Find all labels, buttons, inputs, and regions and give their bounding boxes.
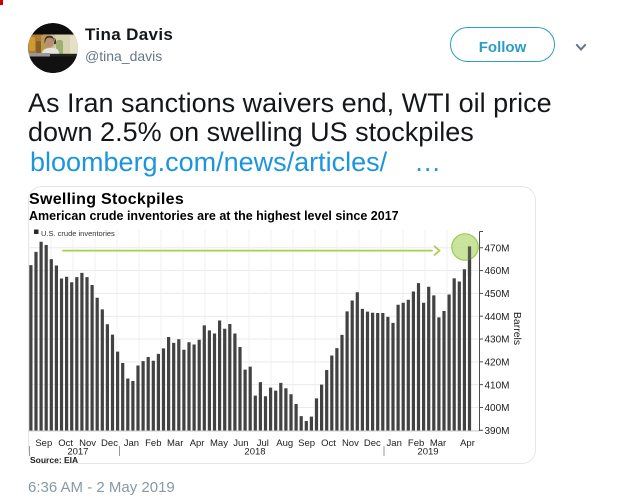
svg-text:Nov: Nov <box>342 438 359 449</box>
svg-text:Feb: Feb <box>145 438 161 449</box>
svg-text:May: May <box>210 438 228 449</box>
svg-text:Jul: Jul <box>257 438 269 449</box>
svg-text:390M: 390M <box>485 426 510 437</box>
svg-text:Oct: Oct <box>58 438 73 449</box>
svg-text:Aug: Aug <box>276 438 293 449</box>
svg-text:Apr: Apr <box>190 438 205 449</box>
svg-text:410M: 410M <box>485 380 510 391</box>
svg-text:Sep: Sep <box>298 438 315 449</box>
svg-text:Dec: Dec <box>101 438 118 449</box>
svg-text:470M: 470M <box>485 243 510 254</box>
svg-text:Sep: Sep <box>35 438 52 449</box>
svg-text:450M: 450M <box>485 289 510 300</box>
svg-text:Jan: Jan <box>387 438 402 449</box>
svg-text:430M: 430M <box>485 335 510 346</box>
svg-text:460M: 460M <box>485 266 510 277</box>
svg-text:Source: EIA: Source: EIA <box>30 455 78 464</box>
svg-text:Feb: Feb <box>408 438 424 449</box>
svg-text:2019: 2019 <box>417 447 438 458</box>
svg-text:2018: 2018 <box>244 447 265 458</box>
svg-text:Mar: Mar <box>167 438 183 449</box>
svg-text:Barrels: Barrels <box>511 312 523 345</box>
svg-text:Nov: Nov <box>79 438 96 449</box>
svg-text:Mar: Mar <box>430 438 446 449</box>
svg-text:Apr: Apr <box>460 438 475 449</box>
svg-text:400M: 400M <box>485 403 510 414</box>
svg-text:U.S. crude inventories: U.S. crude inventories <box>41 229 115 238</box>
svg-text:420M: 420M <box>485 357 510 368</box>
svg-text:Dec: Dec <box>364 438 381 449</box>
svg-text:440M: 440M <box>485 312 510 323</box>
svg-text:Jan: Jan <box>124 438 139 449</box>
svg-text:2017: 2017 <box>67 447 88 458</box>
svg-text:Jun: Jun <box>233 438 248 449</box>
svg-text:Oct: Oct <box>321 438 336 449</box>
